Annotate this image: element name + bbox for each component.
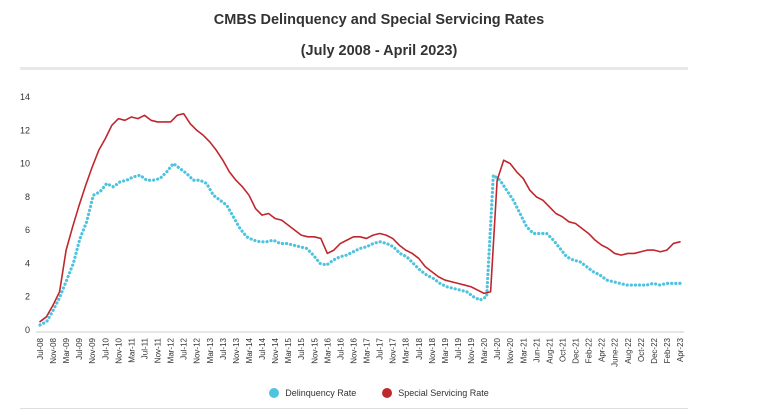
x-tick-label: Feb-23 [663, 337, 672, 363]
x-tick-label: Jul-12 [180, 337, 189, 359]
x-tick-label: Jul-18 [415, 337, 424, 359]
series-lines [38, 112, 682, 327]
x-tick-label: Mar-09 [62, 337, 71, 363]
x-tick-label: June-22 [611, 337, 620, 366]
x-tick-label: Apr-23 [676, 337, 685, 362]
x-tick-label: Dec-21 [572, 337, 581, 363]
title-divider [20, 67, 688, 70]
bottom-divider [20, 408, 688, 409]
x-tick-label: Jul-16 [336, 337, 345, 359]
x-tick-label: Mar-11 [127, 337, 136, 362]
x-tick-label: Dec-22 [650, 337, 659, 363]
y-axis: 0 2 4 6 8 10 12 14 [20, 92, 30, 335]
x-tick-label: Nov-19 [467, 337, 476, 363]
legend-swatch-delinquency [269, 388, 280, 398]
chart-plot-area: 0 2 4 6 8 10 12 14 Jul-08 Nov-08 Mar-09 Jul-09 Nov-… [20, 92, 685, 367]
x-tick-label: Mar-13 [206, 337, 215, 363]
x-tick-label: Jul-09 [75, 337, 84, 359]
x-tick-label: Nov-14 [271, 337, 280, 363]
x-tick-label: Mar-14 [245, 337, 254, 363]
x-tick-label: Nov-15 [310, 337, 319, 363]
series-line-special-servicing-rate [39, 112, 681, 323]
y-tick-label: 10 [20, 159, 30, 169]
legend-label-special-servicing: Special Servicing Rate [398, 388, 489, 398]
x-tick-label: Mar-20 [480, 337, 489, 363]
x-tick-label: Mar-19 [441, 337, 450, 363]
x-tick-label: Jul-10 [101, 337, 110, 359]
x-tick-label: Mar-18 [402, 337, 411, 363]
x-tick-label: Mar-17 [363, 337, 372, 363]
x-tick-label: Mar-15 [284, 337, 293, 363]
x-tick-label: Nov-12 [193, 337, 202, 363]
legend-swatch-special-servicing [382, 388, 393, 398]
y-tick-label: 14 [20, 92, 30, 102]
x-tick-label: Nov-10 [114, 337, 123, 363]
x-tick-label: Jun-21 [532, 337, 541, 362]
x-tick-label: Nov-17 [389, 337, 398, 363]
x-tick-label: Nov-16 [349, 337, 358, 363]
x-tick-label: Feb-22 [585, 337, 594, 363]
x-tick-label: Jul-20 [493, 337, 502, 359]
x-tick-label: Nov-09 [88, 337, 97, 363]
x-tick-label: Mar-21 [519, 337, 528, 363]
x-tick-label: Oct-22 [637, 337, 646, 362]
x-tick-label: Jul-13 [219, 337, 228, 359]
x-tick-label: Nov-18 [428, 337, 437, 363]
x-tick-label: Nov-11 [154, 337, 163, 363]
x-tick-label: Nov-08 [49, 337, 58, 363]
y-tick-label: 12 [20, 125, 30, 135]
x-tick-label: Nov-13 [232, 337, 241, 363]
x-tick-label: Oct-21 [558, 337, 567, 362]
chart-title: CMBS Delinquency and Special Servicing R… [213, 12, 545, 28]
x-tick-label: Jul-08 [36, 337, 45, 359]
x-tick-label: Jul-17 [376, 337, 385, 359]
x-axis: Jul-08 Nov-08 Mar-09 Jul-09 Nov-09 Jul-10 Nov-… [36, 331, 685, 367]
x-tick-label: Jul-19 [454, 337, 463, 359]
legend-item-special-servicing[interactable]: Special Servicing Rate [382, 388, 489, 398]
legend-item-delinquency[interactable]: Delinquency Rate [269, 388, 356, 398]
chart-legend: Delinquency Rate Special Servicing Rate [0, 388, 758, 398]
series-line-delinquency-rate [38, 161, 682, 327]
y-tick-label: 6 [25, 225, 30, 235]
x-tick-label: Jul-14 [258, 337, 267, 359]
y-tick-label: 4 [25, 258, 30, 268]
x-tick-label: Nov-20 [506, 337, 515, 363]
y-tick-label: 2 [25, 292, 30, 302]
x-tick-label: Jul-11 [140, 337, 149, 359]
x-tick-label: Jul-15 [297, 337, 306, 359]
x-tick-label: Aug-22 [624, 337, 633, 363]
y-tick-label: 0 [25, 325, 30, 335]
x-tick-label: Aug-21 [545, 337, 554, 363]
chart-subtitle: (July 2008 - April 2023) [300, 43, 458, 59]
x-tick-label: Apr-22 [598, 337, 607, 362]
y-tick-label: 8 [25, 192, 30, 202]
x-tick-label: Mar-12 [167, 337, 176, 363]
x-tick-label: Mar-16 [323, 337, 332, 363]
legend-label-delinquency: Delinquency Rate [285, 388, 357, 398]
